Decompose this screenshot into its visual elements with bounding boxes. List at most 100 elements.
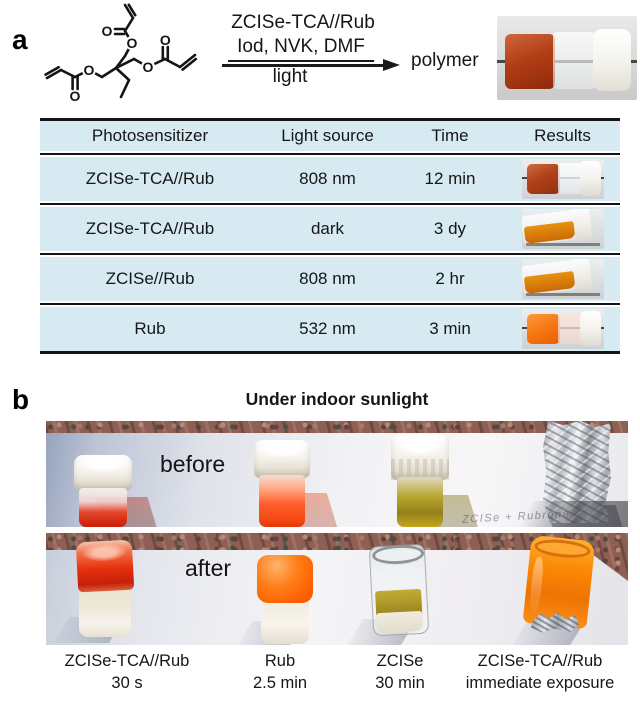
shadow-line	[525, 243, 600, 246]
table-border-bottom	[40, 351, 620, 354]
table-border-top	[40, 118, 620, 121]
glass-vial-body	[557, 313, 582, 344]
orange-polymer-top	[257, 555, 313, 603]
svg-text:O: O	[102, 23, 113, 39]
reaction-condition-light: light	[272, 66, 308, 87]
vial-body-red-liquid	[79, 488, 127, 527]
table-row: ZCISe//Rub 808 nm 2 hr	[40, 257, 620, 301]
granite-ledge	[46, 421, 628, 433]
glass-vial-body	[553, 32, 595, 89]
panel-b-label: b	[12, 384, 30, 415]
polymer-product-photo	[497, 16, 637, 100]
sample-name: ZCISe	[376, 652, 424, 670]
sample-label: ZCISe-TCA//Rub immediate exposure	[466, 651, 615, 694]
monomer-structure-drawing: O O O O O O	[44, 3, 198, 104]
header-time: Time	[431, 126, 469, 145]
cell-time: 12 min	[424, 169, 476, 188]
table-row: ZCISe-TCA//Rub 808 nm 12 min	[40, 157, 620, 201]
sample-time: immediate exposure	[465, 673, 615, 692]
cell-time: 3 dy	[433, 219, 467, 238]
sample-time: 30 s	[111, 673, 143, 692]
panel-b-title: Under indoor sunlight	[245, 389, 429, 409]
cell-result	[505, 309, 620, 349]
result-vial-photo-orange-liquid	[521, 209, 604, 249]
polymer-block	[526, 314, 560, 344]
after-photo-strip: after	[46, 533, 628, 645]
results-table: Photosensitizer Light source Time Result…	[40, 118, 620, 354]
table-row: Rub 532 nm 3 min	[40, 307, 620, 351]
result-vial-photo-orange-polymer	[521, 309, 604, 349]
product-label: polymer	[411, 50, 479, 71]
frosted-vial-base	[261, 600, 309, 644]
reaction-reagents-line1: ZCISe-TCA//Rub	[231, 12, 375, 33]
vial-cap	[579, 311, 601, 346]
cell-light-source: 808 nm	[299, 269, 356, 288]
cell-light-source: 808 nm	[299, 169, 356, 188]
sample-name: Rub	[264, 652, 296, 670]
result-vial-photo-orange-liquid	[521, 259, 604, 299]
cell-light-source: dark	[310, 219, 345, 238]
svg-text:O: O	[143, 59, 154, 75]
granite-ledge	[46, 533, 628, 550]
svg-text:O: O	[70, 88, 81, 104]
cell-photosensitizer: ZCISe//Rub	[105, 269, 195, 288]
vial-cap	[254, 440, 310, 478]
cell-result	[505, 259, 620, 299]
vial-cap	[571, 209, 593, 242]
sample-time: 30 min	[375, 673, 425, 692]
sample-time: 2.5 min	[252, 673, 308, 692]
reaction-arrow	[222, 59, 400, 72]
vial-rim	[371, 543, 425, 566]
arrow-head-icon	[383, 59, 400, 71]
vial-cap	[74, 455, 132, 491]
sample-label: ZCISe-TCA//Rub 30 s	[65, 651, 190, 694]
header-results: Results	[534, 126, 591, 145]
clear-glass-vial	[368, 543, 430, 637]
svg-text:O: O	[127, 35, 138, 51]
shadow-line	[525, 293, 600, 296]
table-edge-shadow	[518, 501, 628, 527]
vial-cap	[571, 259, 593, 292]
sample-label: ZCISe 30 min	[375, 651, 425, 694]
before-photo-strip: before ZCISe + Rubrene	[46, 421, 628, 527]
sample-label: Rub 2.5 min	[253, 651, 307, 694]
after-label: after	[185, 555, 232, 581]
vial-body-orange-liquid	[259, 475, 305, 527]
cell-time: 2 hr	[435, 269, 465, 288]
table-divider	[40, 151, 620, 157]
vial-cap	[579, 161, 601, 196]
frosted-vial-base	[376, 610, 424, 634]
vial-body-yellow-liquid	[397, 477, 443, 527]
svg-text:O: O	[160, 32, 171, 48]
cell-photosensitizer: Rub	[134, 319, 166, 338]
sample-name: ZCISe-TCA//Rub	[64, 652, 190, 670]
red-polymer-top	[75, 539, 135, 593]
reaction-reagents-line2: Iod, NVK, DMF	[228, 36, 374, 62]
result-vial-photo-red-polymer	[521, 159, 604, 199]
frosted-vial-base	[79, 589, 131, 637]
header-light-source: Light source	[281, 126, 374, 145]
svg-text:O: O	[84, 62, 95, 78]
cell-light-source: 532 nm	[299, 319, 356, 338]
sample-name: ZCISe-TCA//Rub	[477, 652, 603, 670]
cell-result	[505, 159, 620, 199]
vial-cap	[593, 29, 631, 91]
arrow-shaft	[222, 64, 386, 67]
header-photosensitizer: Photosensitizer	[91, 126, 209, 145]
glass-vial-body	[557, 163, 582, 194]
red-polymer-block	[505, 34, 555, 89]
table-divider	[40, 201, 620, 207]
cell-photosensitizer: ZCISe-TCA//Rub	[85, 169, 215, 188]
table-divider	[40, 301, 620, 307]
cell-result	[505, 209, 620, 249]
table-header-row: Photosensitizer Light source Time Result…	[40, 121, 620, 151]
panel-a-label: a	[12, 24, 28, 55]
before-label: before	[160, 451, 226, 477]
vial-cap	[391, 434, 449, 480]
cell-photosensitizer: ZCISe-TCA//Rub	[85, 219, 215, 238]
table-row: ZCISe-TCA//Rub dark 3 dy	[40, 207, 620, 251]
table-divider	[40, 251, 620, 257]
cell-time: 3 min	[429, 319, 471, 338]
polymer-block	[526, 164, 560, 194]
